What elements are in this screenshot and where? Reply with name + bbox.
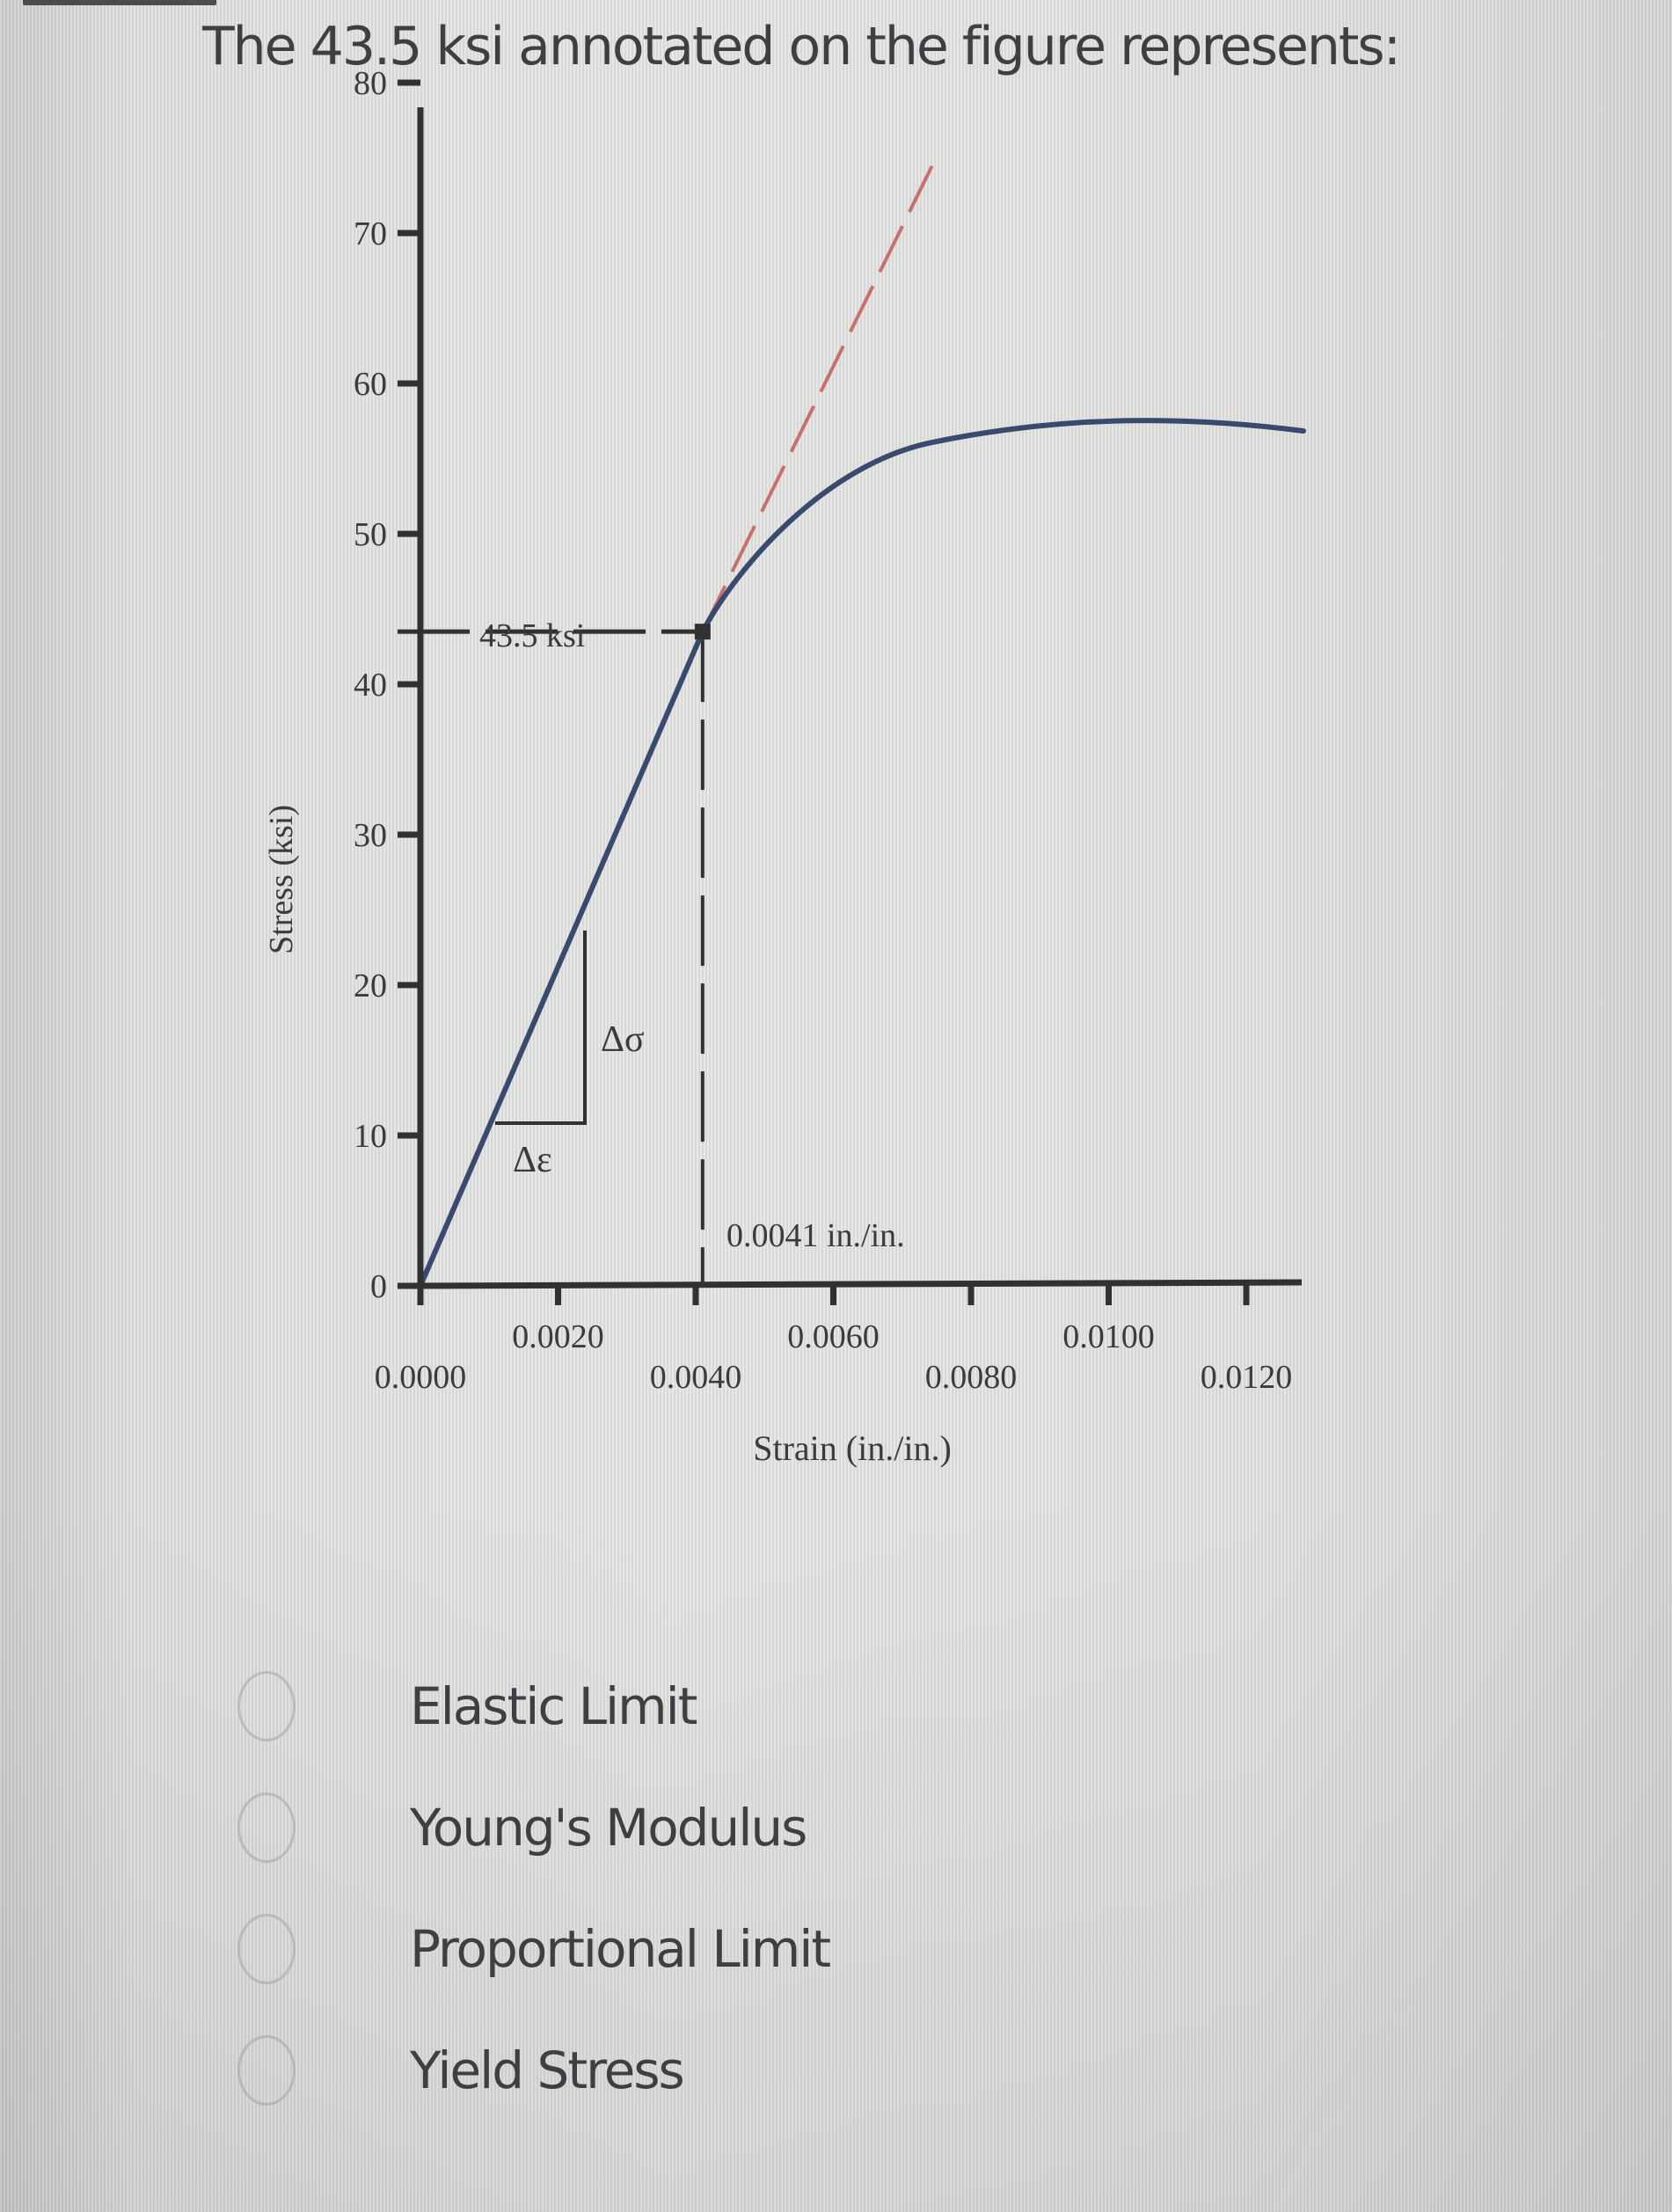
y-tick-label: 30 — [354, 817, 387, 854]
question-text: The 43.5 ksi annotated on the figure rep… — [202, 16, 1401, 77]
y-ticks: 0 10 20 30 40 50 60 70 80 — [354, 65, 420, 1305]
option-yield-stress[interactable]: Yield Stress — [237, 2018, 1029, 2123]
marked-point — [694, 624, 711, 640]
y-tick-label: 70 — [354, 215, 387, 252]
linear-extension-dashed-line — [701, 159, 937, 633]
option-label: Young's Modulus — [410, 1798, 807, 1858]
x-tick-label: 0.0060 — [787, 1318, 880, 1355]
stress-strain-curve — [418, 418, 1306, 1289]
y-tick-label: 10 — [354, 1118, 387, 1155]
delta-epsilon-label: Δε — [513, 1140, 552, 1180]
y-axis-label: Stress (ksi) — [263, 805, 300, 954]
y-tick-label: 20 — [354, 967, 387, 1004]
option-label: Yield Stress — [410, 2040, 685, 2100]
y-tick-label: 40 — [354, 667, 387, 704]
option-elastic-limit[interactable]: Elastic Limit — [237, 1654, 1029, 1759]
annotation-strain-0-0041: 0.0041 in./in. — [726, 1217, 905, 1254]
x-axis-label: Strain (in./in.) — [753, 1428, 952, 1468]
x-tick-label: 0.0000 — [375, 1359, 467, 1396]
slope-triangle — [495, 931, 587, 1125]
x-tick-label: 0.0020 — [512, 1318, 604, 1355]
y-tick-label: 80 — [354, 65, 387, 102]
radio-button[interactable] — [237, 1914, 296, 1984]
option-proportional-limit[interactable]: Proportional Limit — [237, 1896, 1029, 2002]
delta-sigma-label: Δσ — [601, 1019, 645, 1060]
radio-button[interactable] — [237, 1792, 296, 1863]
x-tick-label: 0.0040 — [650, 1359, 742, 1396]
y-tick-label: 0 — [370, 1268, 387, 1305]
x-ticks: 0.0000 0.0020 0.0040 0.0060 0.0080 0.0100 0.01… — [375, 1284, 1293, 1396]
x-tick-label: 0.0100 — [1062, 1318, 1155, 1355]
y-tick-label: 60 — [354, 366, 387, 403]
radio-button[interactable] — [237, 1671, 296, 1741]
option-label: Proportional Limit — [410, 1919, 831, 1979]
y-tick-label: 50 — [354, 516, 387, 553]
top-bar — [23, 0, 216, 5]
radio-button[interactable] — [237, 2035, 296, 2106]
option-label: Elastic Limit — [410, 1676, 697, 1736]
plot-area — [398, 159, 1306, 1289]
x-tick-label: 0.0080 — [925, 1359, 1018, 1396]
annotation-43-5-ksi: 43.5 ksi — [479, 617, 585, 654]
x-axis — [405, 1279, 1303, 1289]
option-youngs-modulus[interactable]: Young's Modulus — [237, 1775, 1029, 1880]
x-tick-label: 0.0120 — [1201, 1359, 1293, 1396]
